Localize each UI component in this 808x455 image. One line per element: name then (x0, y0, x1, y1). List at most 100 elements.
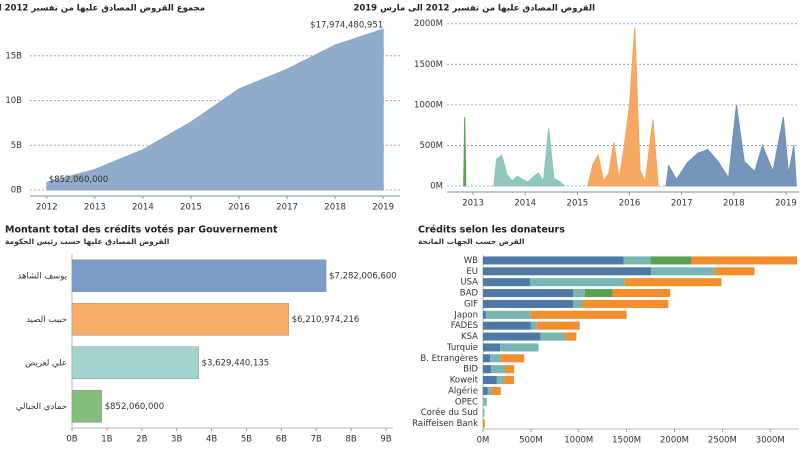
bar-segment (485, 310, 531, 319)
y-tick-label: Japon (453, 310, 478, 320)
y-tick-label: BID (463, 365, 478, 375)
x-tick-label: 2013 (84, 203, 106, 213)
bar (71, 389, 102, 423)
area (587, 27, 659, 187)
y-tick-label: Turquie (446, 343, 478, 353)
bar (71, 346, 199, 380)
y-tick-label: 1500M (414, 60, 443, 70)
bar-segment (483, 321, 531, 330)
bar-segment (491, 386, 501, 395)
bar-segment (584, 289, 613, 298)
bar-segment (623, 256, 651, 265)
chart-title: Crédits selon les donateurs (418, 225, 565, 236)
bar-segment (691, 256, 798, 265)
value-label: $852,060,000 (49, 175, 108, 185)
y-tick-label: WB (464, 256, 478, 266)
x-tick-label: 2016 (228, 203, 250, 213)
area (463, 117, 467, 187)
x-tick-label: 6B (276, 435, 287, 445)
bar-segment (530, 310, 627, 319)
chart-subtitle: القرض حسب الجهات المانحة (418, 237, 524, 246)
bar-segment (483, 278, 530, 287)
x-tick-label: 0B (66, 435, 77, 445)
x-tick-label: 2015 (180, 203, 202, 213)
bar-segment (500, 343, 539, 352)
bar-segment (650, 256, 692, 265)
bar-segment (483, 376, 497, 385)
y-tick-label: 5B (11, 141, 22, 151)
bar-segment (505, 365, 515, 374)
x-tick-label: 2000M (660, 436, 689, 446)
bar-segment (573, 299, 583, 308)
bar-segment (483, 397, 487, 406)
bar-segment (483, 419, 485, 428)
x-tick-label: 9B (380, 435, 391, 445)
chart-subtitle: القروض المصادق عليها حسب رئيس الحكومة (5, 237, 169, 246)
bar-segment (582, 299, 669, 308)
x-tick-label: 500M (519, 436, 543, 446)
bar-segment (714, 267, 755, 276)
area (665, 104, 797, 187)
bar-segment (529, 278, 625, 287)
bar-segment (651, 267, 715, 276)
y-tick-label: 10B (5, 96, 22, 106)
bar (71, 302, 289, 336)
bar (71, 259, 327, 293)
y-tick-label: Corée du Sud (421, 407, 478, 418)
bar-segment (483, 386, 488, 395)
x-tick-label: 5B (241, 435, 252, 445)
x-tick-label: 1B (101, 435, 112, 445)
y-tick-label: BAD (460, 289, 479, 299)
x-tick-label: 2017 (276, 203, 298, 213)
x-tick-label: 0M (477, 436, 490, 446)
bar-segment (483, 267, 652, 276)
bar-segment (483, 332, 541, 341)
y-tick-label: حمادي الجبالي (16, 402, 67, 412)
x-tick-label: 4B (206, 435, 217, 445)
y-tick-label: 0B (11, 186, 22, 196)
bar-segment (487, 386, 492, 395)
x-tick-label: 2019 (372, 203, 394, 213)
bar-segment (483, 299, 574, 308)
x-tick-label: 1000M (564, 436, 593, 446)
x-tick-label: 2014 (132, 203, 154, 213)
bar-segment (490, 354, 501, 363)
x-tick-label: 2013 (462, 199, 484, 209)
bar-segment (483, 354, 491, 363)
x-tick-label: 7B (311, 435, 322, 445)
y-tick-label: Koweit (450, 376, 479, 386)
y-tick-label: B. Etrangères (420, 353, 478, 364)
x-tick-label: 2500M (708, 436, 737, 446)
x-tick-label: 2B (136, 435, 147, 445)
y-tick-label: 2000M (414, 19, 443, 29)
x-tick-label: 1500M (612, 436, 641, 446)
x-tick-label: 2014 (514, 199, 536, 209)
bar-segment (565, 332, 577, 341)
y-tick-label: Raiffeisen Bank (412, 419, 478, 429)
y-tick-label: علي لعريض (25, 358, 67, 368)
y-tick-label: 1000M (414, 100, 443, 110)
x-tick-label: 3000M (756, 436, 785, 446)
value-label: $852,060,000 (105, 402, 164, 412)
chart-title: مجموع القروض المصادق عليها من تفسير 2012… (0, 4, 205, 14)
y-tick-label: 0M (430, 182, 443, 192)
y-tick-label: 500M (419, 141, 443, 151)
x-tick-label: 2015 (567, 199, 589, 209)
x-tick-label: 2018 (723, 199, 745, 209)
x-tick-label: 2018 (324, 203, 346, 213)
bar-segment (612, 289, 671, 298)
value-label: $17,974,480,951 (310, 21, 383, 31)
x-tick-label: 2016 (619, 199, 641, 209)
x-tick-label: 3B (171, 435, 182, 445)
y-tick-label: OPEC (455, 397, 478, 407)
y-tick-label: 15B (5, 51, 22, 61)
y-tick-label: حبيب الصيد (26, 315, 67, 325)
value-label: $7,282,006,600 (329, 271, 397, 281)
bar-segment (483, 310, 486, 319)
bar-segment (530, 321, 537, 330)
x-tick-label: 8B (346, 435, 357, 445)
bar-segment (500, 354, 525, 363)
y-tick-label: EU (466, 267, 478, 277)
bar-segment (624, 278, 722, 287)
